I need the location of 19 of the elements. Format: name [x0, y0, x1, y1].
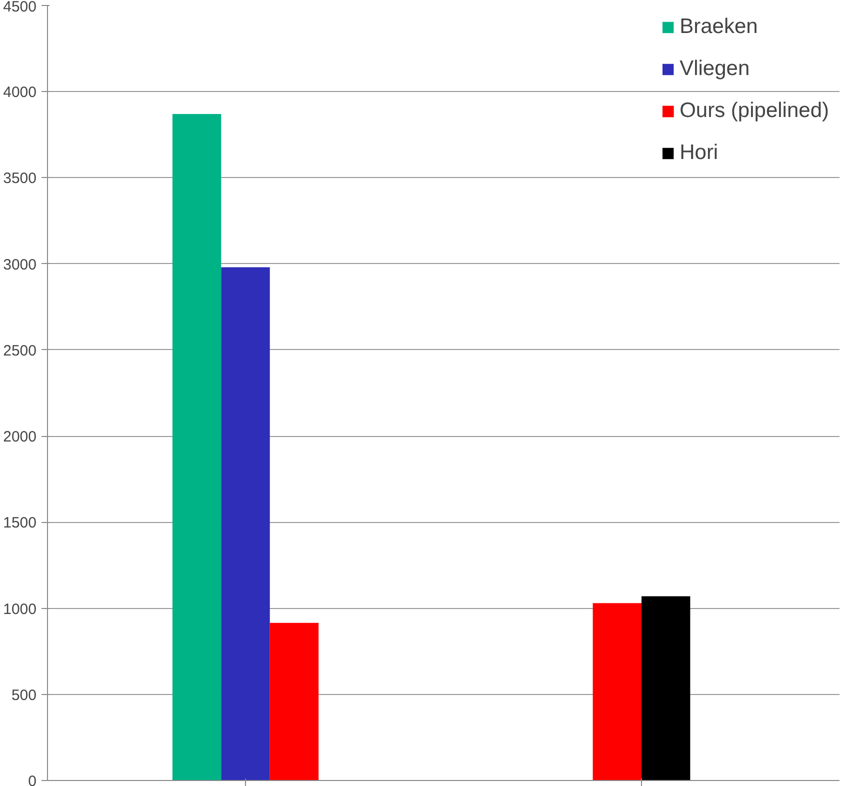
bar	[172, 114, 222, 780]
bar	[270, 622, 319, 780]
y-tick-label: 2000	[3, 428, 37, 446]
y-tick-label: 1000	[3, 600, 37, 618]
y-tick-label: 1500	[3, 514, 37, 532]
y-tick-label: 4000	[3, 84, 37, 102]
y-tick-label: 3500	[3, 170, 37, 188]
legend-label: Vliegen	[680, 57, 750, 81]
legend-label: Braeken	[680, 15, 758, 39]
bar	[592, 603, 642, 780]
y-tick-label: 3000	[3, 256, 37, 274]
legend-label: Hori	[680, 141, 718, 165]
y-tick-label: 500	[11, 686, 37, 704]
bar	[642, 596, 690, 780]
bar	[221, 267, 270, 780]
y-tick-label: 2500	[3, 342, 37, 360]
legend-label: Ours (pipelined)	[680, 99, 829, 123]
y-tick-label: 0	[28, 773, 36, 786]
y-tick-label: 4500	[3, 0, 37, 16]
